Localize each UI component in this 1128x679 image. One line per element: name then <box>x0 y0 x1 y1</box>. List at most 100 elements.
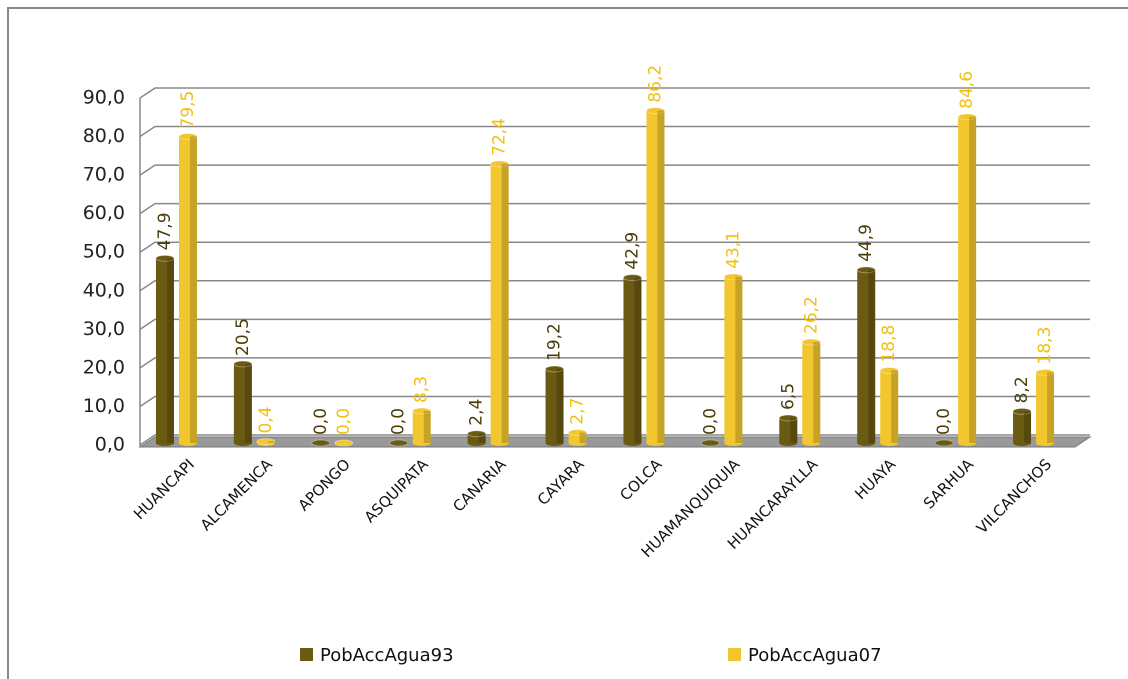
bar-top <box>545 365 565 373</box>
x-tick-label: VILCANCHOS <box>973 455 1055 537</box>
bar-top <box>155 254 175 262</box>
bar-body <box>568 432 587 443</box>
value-label: 2,7 <box>568 398 588 425</box>
bar-body <box>623 277 642 443</box>
bar-shade <box>634 277 642 443</box>
bar-top <box>934 439 954 447</box>
bar-body <box>802 341 821 443</box>
bar-top <box>622 274 642 282</box>
bar <box>1012 407 1032 446</box>
value-label: 8,3 <box>412 376 432 403</box>
bar <box>1035 368 1055 446</box>
bar <box>856 266 876 446</box>
bar-base <box>233 440 252 446</box>
x-tick-label: CAYARA <box>534 455 588 509</box>
value-label: 44,9 <box>856 224 876 262</box>
bar-top <box>1012 407 1032 415</box>
bar-top <box>778 414 798 422</box>
bar-shade <box>1024 411 1032 443</box>
bar <box>178 132 198 446</box>
bar-top <box>568 429 588 437</box>
bar-shade <box>501 163 509 443</box>
floor <box>138 436 1092 448</box>
bar <box>645 107 665 446</box>
y-tick-label: 20,0 <box>83 356 125 378</box>
x-tick-label: APONGO <box>295 455 354 514</box>
grid-line <box>139 280 1090 292</box>
bar-top <box>645 107 665 115</box>
bar-base <box>1013 440 1032 446</box>
y-tick-label: 10,0 <box>83 395 125 417</box>
bar-body <box>178 136 197 443</box>
bar-top <box>700 439 720 447</box>
grid-line <box>139 241 1090 253</box>
value-label: 8,2 <box>1012 376 1032 403</box>
value-label: 72,4 <box>490 118 510 156</box>
bar-base <box>779 440 798 446</box>
bar-shade <box>244 363 252 443</box>
bar-body <box>958 116 977 443</box>
bar-base <box>490 440 509 446</box>
value-label: 43,1 <box>723 231 743 269</box>
grid-line <box>139 164 1090 176</box>
value-label: 86,2 <box>645 65 665 103</box>
y-tick-label: 60,0 <box>83 202 125 224</box>
value-label: 2,4 <box>467 399 487 426</box>
value-label: 18,8 <box>879 325 899 363</box>
bar-base <box>545 440 564 446</box>
bar <box>233 360 253 446</box>
grid-line <box>139 202 1090 215</box>
bar-base <box>880 440 899 446</box>
bar-top <box>1035 368 1055 376</box>
bar-body <box>490 163 509 443</box>
bar-shade <box>735 276 743 443</box>
value-label: 84,6 <box>957 71 977 109</box>
bar <box>934 439 954 447</box>
bar-top <box>389 439 409 447</box>
bar-shade <box>891 370 899 443</box>
bar-top <box>467 430 487 438</box>
value-label: 47,9 <box>155 212 175 250</box>
legend-swatch <box>300 648 313 661</box>
bar-shade <box>1047 372 1055 443</box>
x-tick-label: SARHUA <box>920 455 978 513</box>
bar-top <box>412 407 432 415</box>
bar <box>490 160 510 446</box>
bar-shade <box>868 269 876 443</box>
bar <box>700 439 720 447</box>
x-tick-label: HUAYA <box>851 455 899 503</box>
bar-base <box>467 440 486 446</box>
bar-base <box>724 440 743 446</box>
bar-base <box>802 440 821 446</box>
value-label: 0,0 <box>934 408 954 435</box>
bar-top <box>233 360 253 368</box>
bar <box>389 439 409 447</box>
x-tick-label: COLCA <box>616 455 666 505</box>
bar-top <box>723 273 743 281</box>
bar-top <box>334 439 354 447</box>
bar <box>723 273 743 446</box>
bar <box>957 113 977 446</box>
legend-label: PobAccAgua07 <box>748 645 882 666</box>
bar <box>622 274 642 446</box>
value-label: 79,5 <box>178 91 198 129</box>
bar-top <box>801 338 821 346</box>
bar-top <box>490 160 510 168</box>
value-label: 42,9 <box>622 232 642 270</box>
x-tick-label: CANARIA <box>449 455 510 516</box>
bar-base <box>1036 440 1055 446</box>
bar-base <box>412 440 431 446</box>
y-tick-label: 90,0 <box>83 87 125 109</box>
bar-shade <box>556 368 564 443</box>
bar-base <box>623 440 642 446</box>
bar <box>545 365 565 446</box>
grid-line <box>139 434 1090 446</box>
bar-body <box>412 410 431 443</box>
bar-base <box>178 440 197 446</box>
bar-shade <box>478 433 486 443</box>
grid-line <box>139 125 1090 138</box>
y-tick-label: 50,0 <box>83 241 125 263</box>
bar-shade <box>189 136 197 443</box>
bar-shade <box>790 417 798 443</box>
y-tick-label: 70,0 <box>83 164 125 186</box>
